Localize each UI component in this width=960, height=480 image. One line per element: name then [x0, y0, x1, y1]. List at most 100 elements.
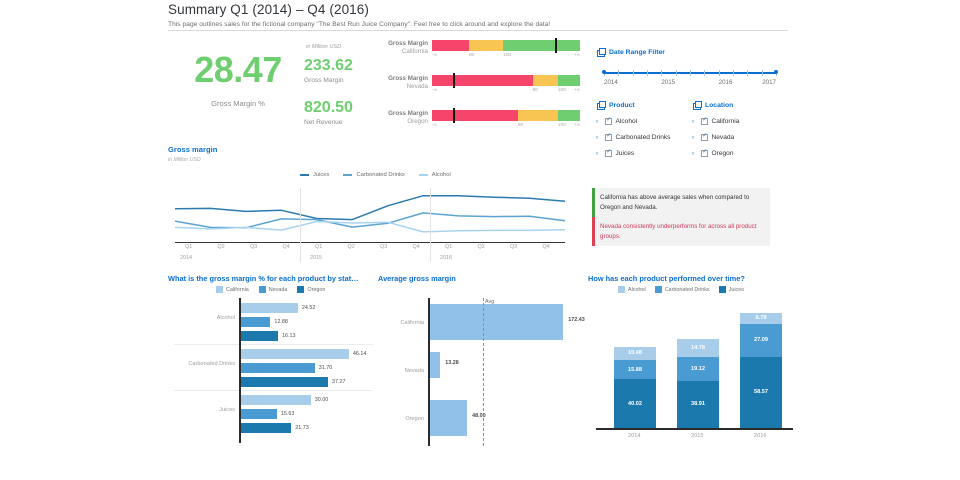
waterfall-bar[interactable]: [430, 400, 468, 436]
bar[interactable]: [240, 409, 277, 419]
slider-tick: [718, 69, 720, 76]
bullet-segment: [432, 110, 518, 121]
filter-item-juices[interactable]: › Juices: [596, 149, 692, 157]
stacked-bar-column[interactable]: 8.78 27.09 58.57: [740, 312, 782, 428]
slider-handle-end[interactable]: [774, 69, 778, 74]
product-filter-header[interactable]: Product: [596, 101, 692, 111]
bar[interactable]: [240, 331, 279, 341]
insight-accent-bar: [592, 217, 595, 247]
stacked-segment[interactable]: 58.57: [740, 356, 782, 428]
gross-margin-x-labels: Q1 Q2 Q3 Q4 Q1 Q2 Q3 Q4 Q1 Q2 Q3 Q4 2014 2015 2016: [175, 188, 565, 264]
checkbox-checked-icon[interactable]: [605, 133, 612, 141]
stacked-segment[interactable]: 19.12: [677, 357, 719, 381]
legend-item[interactable]: Juices: [718, 286, 744, 293]
slider-tick: [761, 69, 763, 76]
filter-item-nevada[interactable]: › Nevada: [692, 133, 788, 141]
legend-item[interactable]: Carbonated Drinks: [343, 172, 405, 178]
bar[interactable]: [240, 377, 328, 387]
insight-negative[interactable]: Nevada consistently underperforms for ac…: [592, 217, 770, 247]
waterfall-row: California 172.43: [378, 302, 585, 346]
waterfall-bar[interactable]: [430, 304, 564, 340]
average-reference-line: [483, 298, 484, 446]
chevron-right-icon[interactable]: ›: [596, 134, 598, 141]
location-filter-header[interactable]: Location: [692, 101, 788, 111]
slider-handle-start[interactable]: [602, 69, 606, 74]
bar[interactable]: [240, 423, 292, 433]
checkbox-checked-icon[interactable]: [605, 117, 612, 125]
x-axis-quarter-label: Q2: [347, 244, 355, 250]
bar[interactable]: [240, 363, 315, 373]
bullet-tick-label: 80: [532, 88, 538, 93]
chevron-right-icon[interactable]: ›: [596, 118, 598, 125]
legend-item[interactable]: Juices: [300, 172, 329, 178]
stacked-segment[interactable]: 10.48: [614, 347, 656, 360]
average-gross-margin-chart: California 172.43 Nevada 13.28 Oregon 48.00 A…: [378, 286, 585, 451]
product-state-chart: California Nevada Oregon Alcohol 24.52 12.88…: [168, 286, 373, 451]
checkbox-checked-icon[interactable]: [605, 149, 612, 157]
stacked-segment[interactable]: 38.91: [677, 380, 719, 428]
group-divider: [174, 344, 373, 345]
stacked-bar-column[interactable]: 10.48 15.88 40.02: [614, 347, 656, 428]
bullet-row[interactable]: Gross Margin Oregon -∞ 80 100 +∞: [372, 108, 582, 145]
product-over-time-plot-area[interactable]: 10.48 15.88 40.02 14.78 19.12 38.91 8.78 27.09 5…: [596, 300, 793, 428]
date-range-filter-header[interactable]: Date Range Filter: [596, 48, 786, 58]
stacked-segment[interactable]: 15.88: [614, 359, 656, 380]
stacked-value-label: 19.12: [691, 365, 705, 372]
bullet-bar[interactable]: [432, 38, 580, 53]
bullet-row[interactable]: Gross Margin Nevada -∞ 80 100 +∞: [372, 73, 582, 110]
legend-item[interactable]: Carbonated Drinks: [654, 286, 710, 293]
stacked-segment[interactable]: 27.09: [740, 323, 782, 357]
bullet-tick-label: -∞: [432, 88, 438, 93]
bullet-marker: [554, 38, 557, 53]
bar[interactable]: [240, 317, 271, 327]
checkbox-checked-icon[interactable]: [701, 149, 708, 157]
legend-color-swatch: [258, 286, 266, 293]
chevron-right-icon[interactable]: ›: [692, 118, 694, 125]
bullet-bar[interactable]: [432, 73, 580, 88]
legend-label: Carbonated Drinks: [356, 172, 405, 178]
stacked-segment[interactable]: 40.02: [614, 379, 656, 428]
stacked-value-label: 8.78: [755, 315, 767, 322]
chevron-right-icon[interactable]: ›: [692, 150, 694, 157]
kpi-net-revenue[interactable]: 820.50 Net Revenue: [304, 100, 353, 127]
legend-item[interactable]: Alcohol: [618, 286, 646, 293]
insight-positive[interactable]: California has above average sales when …: [592, 188, 770, 218]
insight-negative-text: Nevada consistently underperforms for ac…: [600, 223, 757, 240]
bar[interactable]: [240, 349, 349, 359]
date-range-slider[interactable]: 2014 2015 2016 2017: [602, 68, 778, 89]
bar-value-label: 16.13: [282, 333, 296, 339]
bullet-bar[interactable]: [432, 108, 580, 123]
stacked-segment[interactable]: 14.78: [677, 339, 719, 358]
bullet-row[interactable]: Gross Margin California -∞ 80 100 +∞: [372, 38, 582, 75]
legend-item[interactable]: California: [216, 286, 249, 293]
stacked-segment[interactable]: 8.78: [740, 312, 782, 324]
filter-item-oregon[interactable]: › Oregon: [692, 149, 788, 157]
legend-item[interactable]: Alcohol: [418, 172, 451, 178]
x-axis-year-label: 2014: [180, 255, 192, 261]
kpi-gross-margin-percent[interactable]: 28.47 Gross Margin %: [172, 52, 304, 109]
bar[interactable]: [240, 303, 298, 313]
x-axis-quarter-label: Q1: [185, 244, 193, 250]
slider-track[interactable]: [602, 69, 778, 76]
waterfall-bar[interactable]: [430, 352, 441, 378]
bullet-label: Gross Margin Nevada: [372, 75, 428, 91]
kpi-gross-margin[interactable]: 233.62 Gross Margin: [304, 58, 353, 85]
filter-item-carbonated-drinks[interactable]: › Carbonated Drinks: [596, 133, 692, 141]
legend-item[interactable]: Oregon: [297, 286, 325, 293]
checkbox-checked-icon[interactable]: [701, 117, 708, 125]
chevron-right-icon[interactable]: ›: [596, 150, 598, 157]
filter-item-alcohol[interactable]: › Alcohol: [596, 117, 692, 125]
slider-tick: [661, 69, 663, 76]
legend-item[interactable]: Nevada: [258, 286, 287, 293]
filter-icon: [596, 101, 606, 111]
group-divider: [174, 390, 373, 391]
stacked-bar-column[interactable]: 14.78 19.12 38.91: [677, 339, 719, 428]
waterfall-value-label: 172.43: [568, 317, 585, 323]
chevron-right-icon[interactable]: ›: [692, 134, 694, 141]
bar[interactable]: [240, 395, 311, 405]
bullet-segment: [557, 75, 580, 86]
gross-margin-plot-area[interactable]: [174, 186, 566, 242]
filter-item-california[interactable]: › California: [692, 117, 788, 125]
product-state-plot-area[interactable]: Alcohol 24.52 12.88 16.13 Carbonated Drinks 4…: [168, 298, 373, 436]
checkbox-checked-icon[interactable]: [701, 133, 708, 141]
